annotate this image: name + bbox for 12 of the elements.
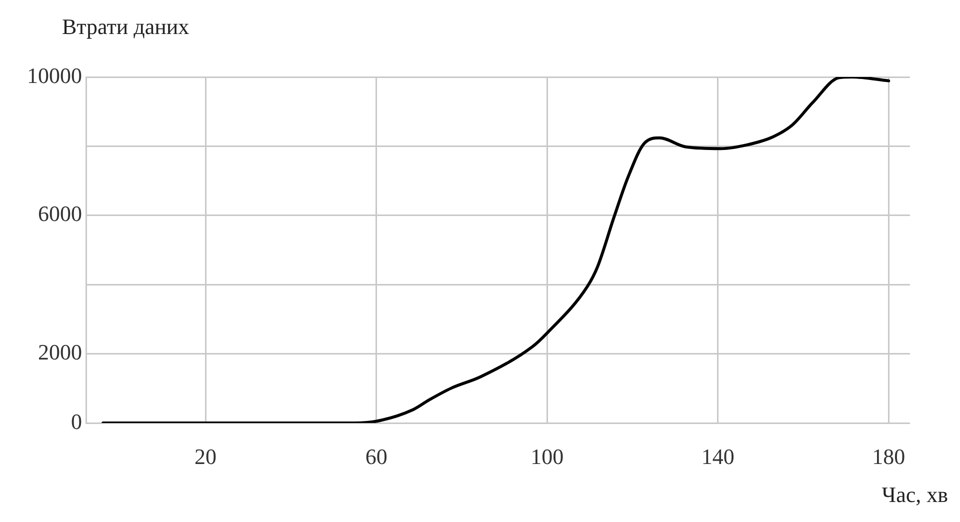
y-tick-label: 6000 (38, 201, 82, 226)
x-axis-title: Час, хв (882, 482, 948, 508)
y-tick-label: 2000 (38, 340, 82, 365)
x-tick-label: 20 (194, 444, 217, 469)
x-tick-label: 100 (530, 444, 564, 469)
y-tick-label: 10000 (27, 62, 82, 88)
line-series (102, 77, 890, 423)
y-axis-title: Втрати даних (62, 14, 190, 40)
x-tick-label: 60 (365, 444, 388, 469)
y-tick-label: 0 (71, 408, 82, 434)
x-tick-label: 140 (701, 444, 734, 469)
x-tick-label: 180 (872, 444, 906, 469)
